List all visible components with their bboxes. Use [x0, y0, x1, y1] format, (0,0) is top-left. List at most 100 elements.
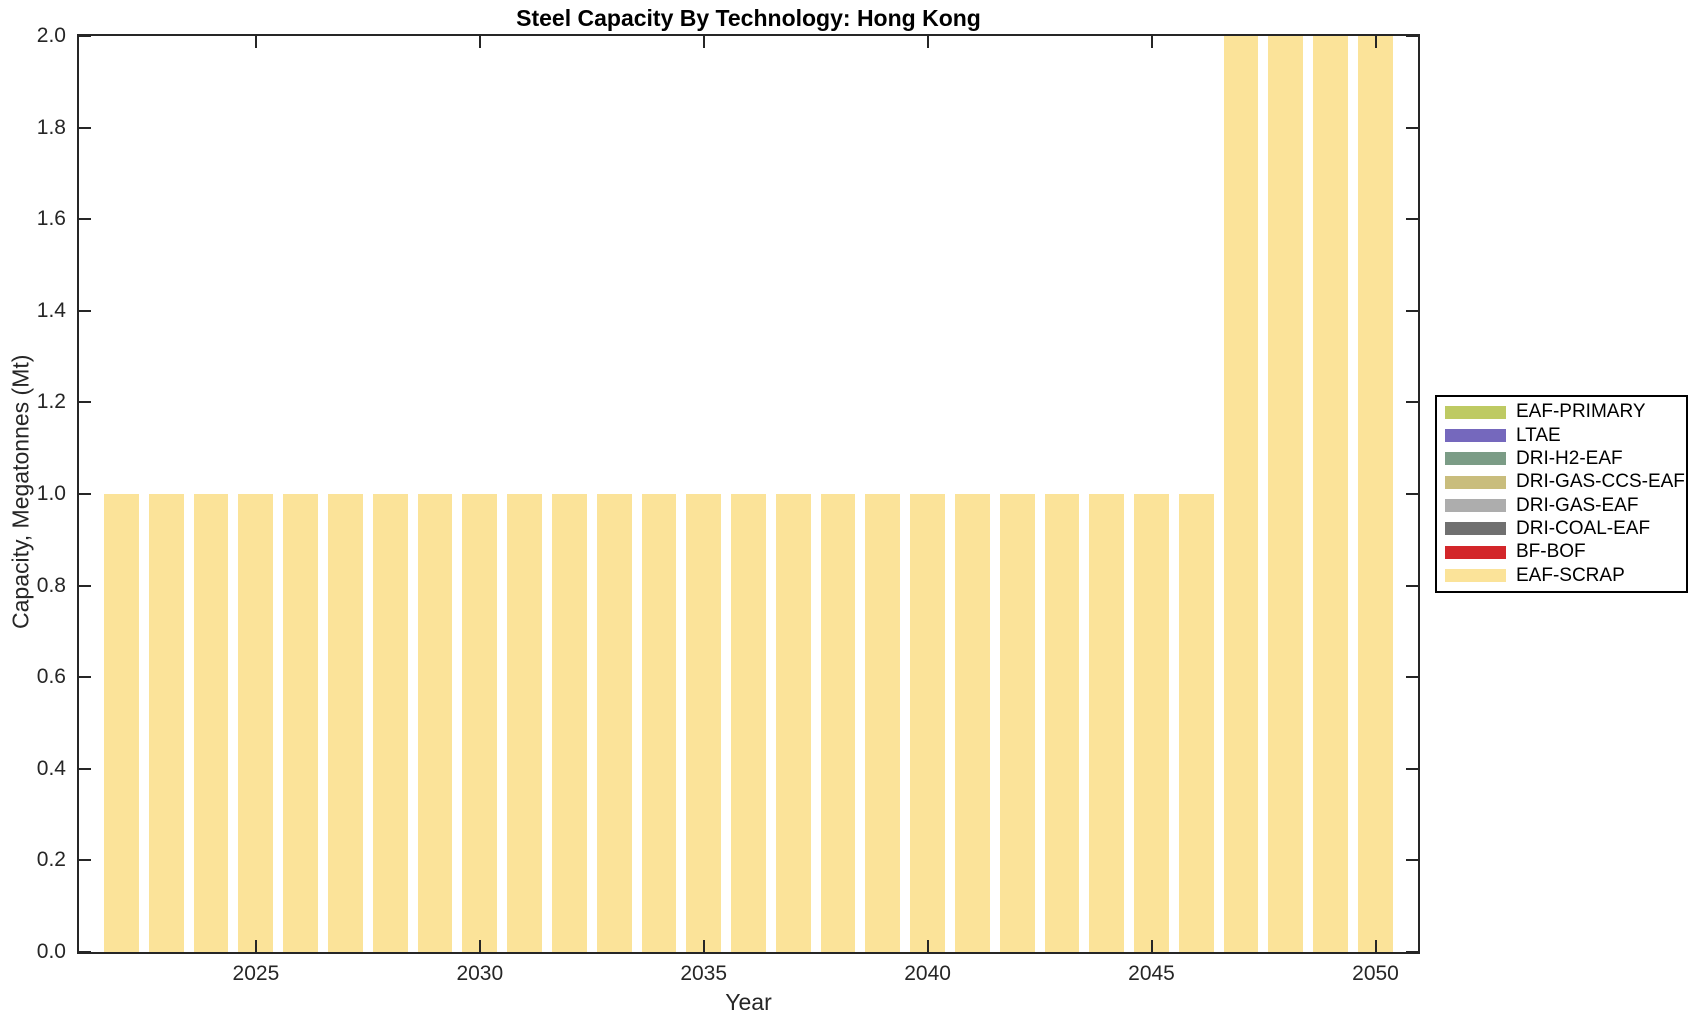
y-tick-label: 0.6 [36, 665, 66, 689]
y-tick-mark-right [1406, 35, 1418, 37]
y-tick-mark-right [1406, 309, 1418, 312]
bar-eaf-scrap-2040 [910, 494, 946, 952]
bar-eaf-scrap-2030 [462, 494, 498, 952]
y-tick-mark [79, 126, 91, 129]
x-tick-label: 2045 [1128, 962, 1175, 985]
legend-swatch-dri-gas-eaf [1445, 499, 1506, 513]
ticks-layer [79, 35, 1418, 953]
x-tick-label: 2035 [680, 962, 728, 985]
bar-eaf-scrap-2045 [1134, 494, 1169, 952]
legend-swatch-eaf-primary [1445, 405, 1506, 419]
bar-eaf-scrap-2047 [1223, 36, 1259, 952]
x-tick-label: 2050 [1352, 962, 1399, 985]
chart-title: Steel Capacity By Technology: Hong Kong [516, 5, 981, 31]
x-tick-mark-top [254, 36, 257, 48]
bar-eaf-scrap-2044 [1089, 494, 1125, 952]
x-tick-mark [254, 940, 257, 952]
x-tick-mark [926, 940, 929, 952]
y-tick-label: 2.0 [36, 24, 66, 47]
y-tick-mark [79, 584, 91, 587]
y-tick-label: 0.2 [36, 848, 66, 872]
bars-layer [79, 36, 1418, 952]
y-tick-mark [79, 35, 91, 37]
legend-swatch-dri-h2-eaf [1445, 452, 1506, 466]
y-tick-mark-right [1406, 126, 1418, 129]
legend-label: LTAE [1516, 424, 1561, 446]
y-tick-label: 1.4 [36, 298, 66, 322]
y-tick-mark-right [1406, 767, 1418, 770]
legend-label: DRI-GAS-CCS-EAF [1516, 471, 1685, 493]
bar-eaf-scrap-2046 [1178, 494, 1214, 952]
x-tick-mark [478, 940, 481, 952]
y-tick-mark [79, 951, 91, 953]
bar-eaf-scrap-2039 [865, 494, 901, 952]
bar-eaf-scrap-2048 [1268, 36, 1304, 952]
y-tick-mark-right [1406, 859, 1418, 862]
y-tick-mark-right [1406, 218, 1418, 221]
bar-eaf-scrap-2025 [238, 494, 274, 952]
y-tick-mark-right [1406, 493, 1418, 495]
y-tick-mark [79, 859, 91, 862]
bar-eaf-scrap-2038 [820, 494, 856, 952]
x-tick-label: 2030 [456, 962, 504, 985]
legend-swatch-bf-bof [1445, 545, 1506, 559]
bar-eaf-scrap-2036 [731, 494, 766, 952]
x-axis-label: Year [725, 989, 772, 1015]
legend-label: BF-BOF [1516, 541, 1586, 563]
bar-eaf-scrap-2043 [1044, 494, 1080, 952]
y-tick-label: 0.8 [36, 573, 66, 597]
y-tick-mark [79, 676, 91, 679]
bar-eaf-scrap-2035 [686, 494, 722, 952]
y-tick-label: 1.6 [36, 207, 66, 231]
legend-row: EAF-PRIMARY [1437, 401, 1686, 423]
legend-row: DRI-H2-EAF [1437, 448, 1686, 470]
x-tick-mark-top [926, 36, 929, 48]
legend-swatch-eaf-scrap [1445, 569, 1506, 583]
legend-label: DRI-COAL-EAF [1516, 517, 1651, 539]
bar-eaf-scrap-2029 [417, 494, 453, 952]
legend-row: BF-BOF [1437, 541, 1686, 563]
y-tick-mark [79, 493, 91, 495]
x-tick-mark-top [478, 36, 481, 48]
x-tick-label: 2040 [904, 962, 951, 985]
bar-eaf-scrap-2042 [999, 494, 1035, 952]
y-tick-mark [79, 767, 91, 770]
x-tick-mark [1374, 940, 1377, 952]
legend-swatch-dri-gas-ccs-eaf [1445, 475, 1506, 489]
bar-eaf-scrap-2041 [954, 494, 990, 952]
y-tick-mark [79, 401, 91, 404]
bar-eaf-scrap-2034 [641, 494, 677, 952]
legend-row: DRI-COAL-EAF [1437, 518, 1686, 540]
bar-eaf-scrap-2023 [148, 494, 184, 952]
x-tick-mark [1150, 940, 1153, 952]
legend-row: EAF-SCRAP [1437, 565, 1686, 587]
bar-eaf-scrap-2049 [1313, 36, 1349, 952]
legend-row: DRI-GAS-EAF [1437, 495, 1686, 517]
y-tick-label: 1.8 [36, 115, 66, 139]
legend: EAF-PRIMARY LTAE DRI-H2-EAF DRI-GAS-CCS-EAF… [1435, 395, 1688, 593]
x-tick-mark-top [702, 36, 705, 48]
y-tick-label: 1.0 [36, 482, 66, 505]
bar-eaf-scrap-2024 [193, 494, 229, 952]
bar-eaf-scrap-2022 [104, 494, 139, 952]
x-tick-mark [702, 940, 705, 952]
legend-label: EAF-PRIMARY [1516, 401, 1646, 423]
bar-eaf-scrap-2027 [328, 494, 363, 952]
y-tick-mark-right [1406, 584, 1418, 587]
legend-label: EAF-SCRAP [1516, 564, 1625, 586]
y-tick-mark [79, 218, 91, 221]
bar-eaf-scrap-2050 [1358, 36, 1393, 952]
bar-eaf-scrap-2028 [372, 494, 408, 952]
legend-swatch-dri-coal-eaf [1445, 522, 1506, 536]
y-tick-label: 0.4 [36, 756, 66, 780]
y-tick-label: 0.0 [36, 940, 66, 963]
y-axis-label: Capacity, Megatonnes (Mt) [7, 354, 34, 630]
bar-eaf-scrap-2031 [507, 494, 542, 952]
legend-row: LTAE [1437, 425, 1686, 447]
legend-swatch-ltae [1445, 429, 1506, 443]
y-tick-mark-right [1406, 951, 1418, 953]
legend-label: DRI-H2-EAF [1516, 447, 1623, 469]
x-tick-mark-top [1374, 36, 1377, 48]
y-tick-label: 1.2 [36, 390, 66, 414]
bar-eaf-scrap-2033 [596, 494, 632, 952]
